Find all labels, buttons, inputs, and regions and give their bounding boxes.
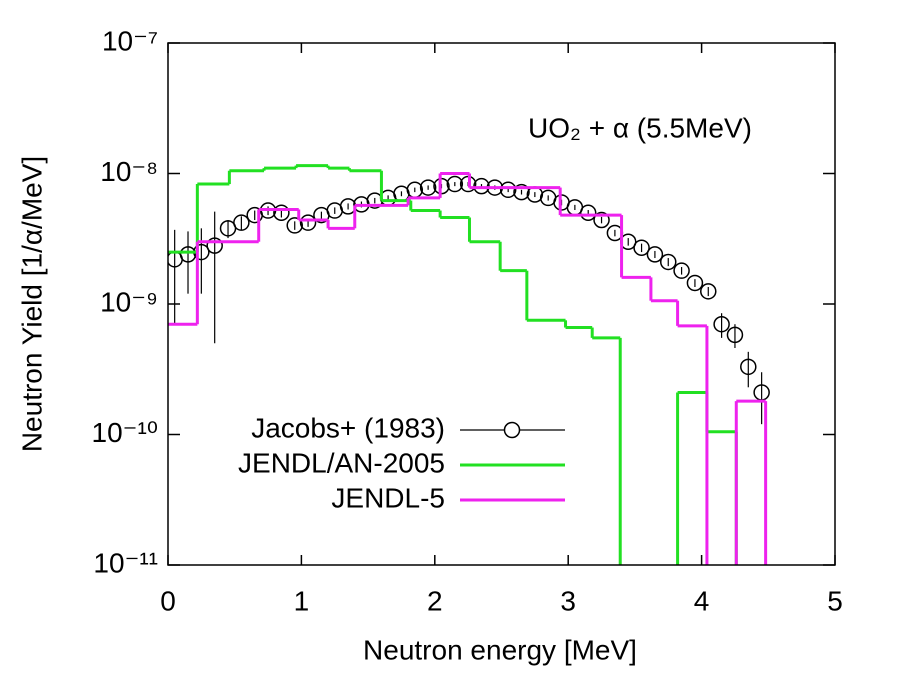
data-point — [633, 239, 650, 256]
x-tick-label: 0 — [160, 585, 176, 616]
annotation: UO₂ + α (5.5MeV) — [528, 112, 752, 143]
y-axis-label: Neutron Yield [1/α/MeV] — [16, 156, 47, 452]
data-point — [673, 262, 690, 279]
data-point — [206, 237, 223, 254]
data-point — [179, 246, 197, 263]
data-point — [713, 315, 730, 333]
legend-label: Jacobs+ (1983) — [251, 412, 445, 443]
data-point — [299, 214, 317, 231]
data-point — [286, 217, 303, 234]
x-axis-label: Neutron energy [MeV] — [363, 634, 637, 665]
y-tick-label: 10⁻¹⁰ — [92, 417, 158, 448]
plot-area — [168, 164, 770, 565]
data-point — [700, 283, 717, 300]
data-point — [513, 183, 530, 201]
legend-label: JENDL/AN-2005 — [238, 447, 445, 478]
data-point — [273, 204, 290, 222]
data-point — [499, 181, 517, 199]
legend-label: JENDL-5 — [331, 482, 445, 513]
data-point — [233, 214, 250, 231]
x-tick-label: 1 — [294, 585, 310, 616]
x-tick-label: 2 — [427, 585, 443, 616]
y-tick-label: 10⁻¹¹ — [93, 547, 158, 578]
data-point — [686, 274, 704, 292]
legend-marker — [503, 421, 521, 439]
data-point — [740, 358, 757, 376]
x-tick-label: 4 — [694, 585, 710, 616]
data-point — [726, 326, 744, 344]
x-tick-label: 5 — [827, 585, 843, 616]
data-point — [419, 179, 437, 196]
y-tick-label: 10⁻⁸ — [100, 156, 158, 187]
data-point — [646, 246, 664, 263]
data-point — [579, 204, 597, 222]
x-tick-label: 3 — [560, 585, 576, 616]
y-tick-label: 10⁻⁹ — [100, 286, 158, 317]
data-point — [660, 253, 677, 271]
data-point — [446, 175, 464, 193]
y-tick-label: 10⁻⁷ — [102, 25, 158, 56]
data-point — [593, 211, 610, 229]
